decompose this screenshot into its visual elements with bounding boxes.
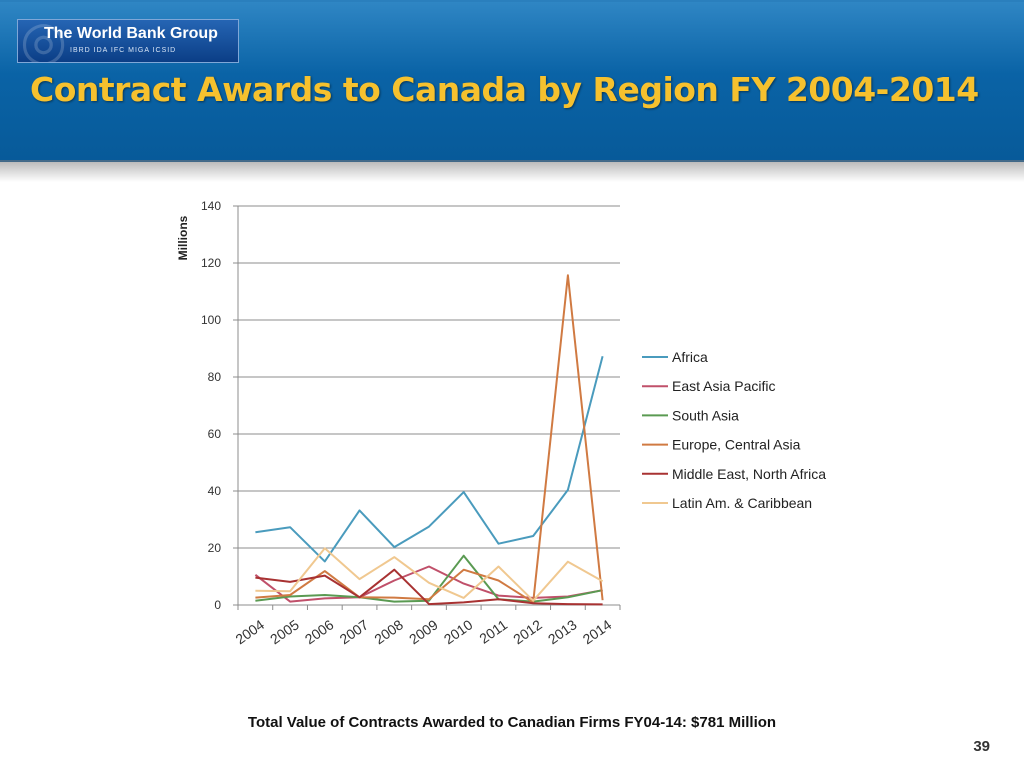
header-shadow	[0, 160, 1024, 182]
slide-header: ◎ The World Bank Group IBRD IDA IFC MIGA…	[0, 0, 1024, 162]
series-line-south-asia	[255, 554, 603, 603]
legend-label: Middle East, North Africa	[672, 466, 826, 482]
x-tick-label: 2009	[406, 616, 441, 647]
y-tick-label: 40	[208, 484, 222, 498]
x-tick-label: 2010	[441, 616, 476, 647]
legend-label: East Asia Pacific	[672, 378, 776, 394]
x-tick-label: 2014	[580, 616, 615, 647]
y-axis-label: Millions	[176, 215, 190, 260]
x-tick-label: 2005	[267, 616, 302, 647]
y-tick-label: 100	[201, 313, 221, 327]
legend-label: Africa	[672, 349, 708, 365]
globe-icon: ◎	[20, 19, 68, 63]
legend-label: South Asia	[672, 407, 739, 423]
series-line-latin-am-caribbean	[255, 547, 604, 602]
y-tick-label: 80	[208, 370, 222, 384]
y-tick-label: 60	[208, 427, 222, 441]
page-number: 39	[973, 738, 990, 755]
world-bank-logo: ◎ The World Bank Group IBRD IDA IFC MIGA…	[17, 19, 239, 63]
x-tick-label: 2004	[232, 616, 267, 647]
legend-label: Latin Am. & Caribbean	[672, 495, 812, 511]
legend: Africa East Asia Pacific South Asia Europe,…	[642, 349, 826, 511]
series-lines	[254, 274, 604, 606]
y-tick-label: 140	[201, 199, 221, 213]
y-tick-label: 120	[201, 256, 221, 270]
x-tick-label: 2013	[545, 616, 580, 647]
logo-subtitle: IBRD IDA IFC MIGA ICSID	[70, 47, 177, 54]
x-tick-label: 2011	[476, 616, 510, 646]
slide-title: Contract Awards to Canada by Region FY 2…	[30, 70, 979, 109]
y-tick-label: 0	[214, 598, 221, 612]
series-line-europe-central-asia	[255, 274, 604, 604]
logo-name: The World Bank Group	[44, 25, 218, 42]
series-line-middle-east-north-africa	[255, 568, 603, 606]
y-tick-label: 20	[208, 541, 222, 555]
x-tick-label: 2006	[302, 616, 337, 647]
x-tick-label: 2008	[371, 616, 406, 647]
x-tick-label: 2012	[510, 616, 545, 647]
x-tick-label: 2007	[337, 616, 372, 647]
legend-label: Europe, Central Asia	[672, 437, 801, 453]
series-line-africa	[255, 355, 604, 563]
total-value-note: Total Value of Contracts Awarded to Cana…	[247, 714, 777, 731]
series-line-east-asia-pacific	[254, 565, 603, 603]
